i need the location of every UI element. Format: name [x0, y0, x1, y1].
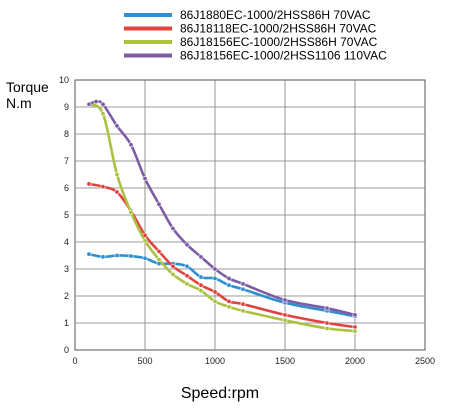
- x-axis-label: Speed:rpm: [181, 385, 259, 402]
- legend-label-1: 86J1880EC-1000/2HSS86H 70VAC: [180, 8, 371, 22]
- y-tick-label: 6: [64, 183, 69, 193]
- y-axis-label-line-1: Torque: [6, 79, 49, 95]
- series-2-point: [100, 184, 106, 190]
- legend-label-2: 86J18118EC-1000/2HSS86H 70VAC: [180, 22, 377, 36]
- series-4-point: [226, 275, 232, 281]
- y-tick-label: 9: [64, 102, 69, 112]
- series-3-point: [128, 209, 134, 215]
- x-tick-label: 0: [72, 356, 77, 366]
- series-2-point: [156, 248, 162, 254]
- series-4-point: [100, 101, 106, 107]
- series-2-point: [352, 324, 358, 330]
- series-4-point: [114, 123, 120, 129]
- series-1-point: [86, 251, 92, 257]
- series-3-point: [352, 328, 358, 334]
- series-1-point: [100, 254, 106, 260]
- y-tick-label: 3: [64, 264, 69, 274]
- y-tick-label: 0: [64, 345, 69, 355]
- series-2-point: [170, 263, 176, 269]
- series-line-4: [87, 100, 357, 317]
- series-4-point: [170, 226, 176, 232]
- series-4-point: [142, 176, 148, 182]
- series-2-point: [282, 312, 288, 318]
- series-2-point: [184, 273, 190, 279]
- series-4-point: [352, 312, 358, 318]
- series-1-point: [128, 253, 134, 259]
- plot-area: 0 1 2 3 4 5 6 7 8 9 10 0 500 1000 1500 2000 2500: [59, 75, 435, 366]
- series-3-point: [324, 325, 330, 331]
- series-3-point: [240, 308, 246, 314]
- series-3-point: [100, 111, 106, 117]
- y-tick-label: 4: [64, 237, 69, 247]
- legend-label-3: 86J18156EC-1000/2HSS86H 70VAC: [180, 35, 378, 49]
- series-1-point: [240, 286, 246, 292]
- series-4-point: [93, 99, 99, 105]
- series-4-point: [282, 297, 288, 303]
- y-axis-label-line-2: N.m: [6, 95, 32, 111]
- y-tick-label: 5: [64, 210, 69, 220]
- x-tick-label: 1500: [275, 356, 295, 366]
- series-2-point: [226, 298, 232, 304]
- series-1-point: [184, 263, 190, 269]
- series-4-point: [128, 142, 134, 148]
- x-tick-label: 2000: [345, 356, 365, 366]
- series-4-point: [86, 101, 92, 107]
- series-4-point: [212, 266, 218, 272]
- series-1-point: [114, 253, 120, 259]
- series-3-point: [212, 298, 218, 304]
- series-3-point: [114, 172, 120, 178]
- series-3-point: [282, 317, 288, 323]
- series-3-point: [142, 238, 148, 244]
- legend: 86J1880EC-1000/2HSS86H 70VAC86J18118EC-1…: [124, 8, 387, 63]
- series-3-point: [170, 271, 176, 277]
- series-3-point: [184, 281, 190, 287]
- legend-label-4: 86J18156EC-1000/2HSS1106 110VAC: [180, 49, 387, 63]
- series-3-point: [198, 288, 204, 294]
- x-tick-label: 1000: [205, 356, 225, 366]
- series-4-point: [184, 242, 190, 248]
- series-1-point: [226, 282, 232, 288]
- series-1-point: [212, 275, 218, 281]
- y-tick-label: 2: [64, 291, 69, 301]
- series-3-point: [156, 257, 162, 263]
- x-tick-label: 500: [137, 356, 152, 366]
- y-tick-label: 7: [64, 156, 69, 166]
- series-2-point: [212, 289, 218, 295]
- series-2-point: [86, 181, 92, 187]
- series-2-point: [114, 189, 120, 195]
- series-3-point: [226, 304, 232, 310]
- series-4-point: [198, 254, 204, 260]
- series-4-point: [156, 201, 162, 207]
- series-4-point: [240, 281, 246, 287]
- y-tick-label: 10: [59, 75, 69, 85]
- series-1-point: [198, 274, 204, 280]
- series-1-point: [142, 255, 148, 261]
- series-2-point: [198, 282, 204, 288]
- y-tick-label: 1: [64, 318, 69, 328]
- series-4-point: [324, 305, 330, 311]
- series-2-point: [324, 320, 330, 326]
- x-tick-label: 2500: [415, 356, 435, 366]
- series-2-point: [240, 301, 246, 307]
- y-tick-label: 8: [64, 129, 69, 139]
